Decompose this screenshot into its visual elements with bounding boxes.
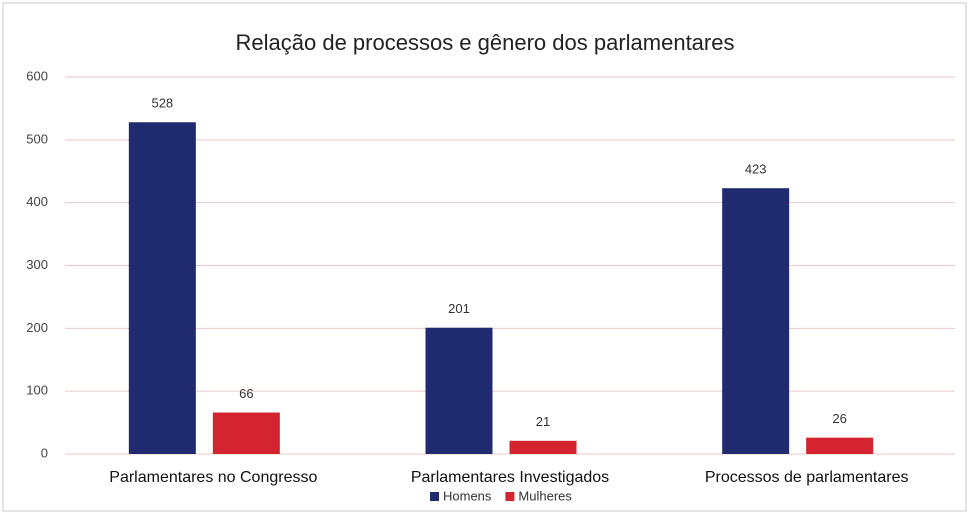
legend-label: Homens xyxy=(443,488,492,503)
legend-label: Mulheres xyxy=(518,488,572,503)
value-label: 26 xyxy=(832,411,846,426)
legend-swatch xyxy=(505,492,515,501)
bar xyxy=(212,412,280,454)
y-tick-label: 500 xyxy=(26,131,48,146)
bar xyxy=(722,188,790,454)
bar xyxy=(806,437,874,454)
value-label: 66 xyxy=(239,386,253,401)
y-tick-label: 200 xyxy=(26,320,48,335)
value-label: 21 xyxy=(536,414,550,429)
value-label: 201 xyxy=(448,301,470,316)
legend-swatch xyxy=(430,492,439,501)
x-tick-label: Processos de parlamentares xyxy=(705,469,909,486)
y-tick-label: 0 xyxy=(41,445,48,460)
value-label: 423 xyxy=(745,162,767,177)
bar xyxy=(128,122,196,455)
x-tick-label: Parlamentares Investigados xyxy=(411,469,609,486)
x-tick-label: Parlamentares no Congresso xyxy=(109,469,317,486)
y-tick-label: 400 xyxy=(26,194,48,209)
y-tick-label: 100 xyxy=(26,383,48,398)
bar xyxy=(425,327,493,454)
chart-title: Relação de processos e gênero dos parlam… xyxy=(236,30,735,55)
bar xyxy=(509,440,577,454)
y-tick-label: 300 xyxy=(26,257,48,272)
value-label: 528 xyxy=(151,96,173,111)
y-tick-label: 600 xyxy=(26,68,48,83)
